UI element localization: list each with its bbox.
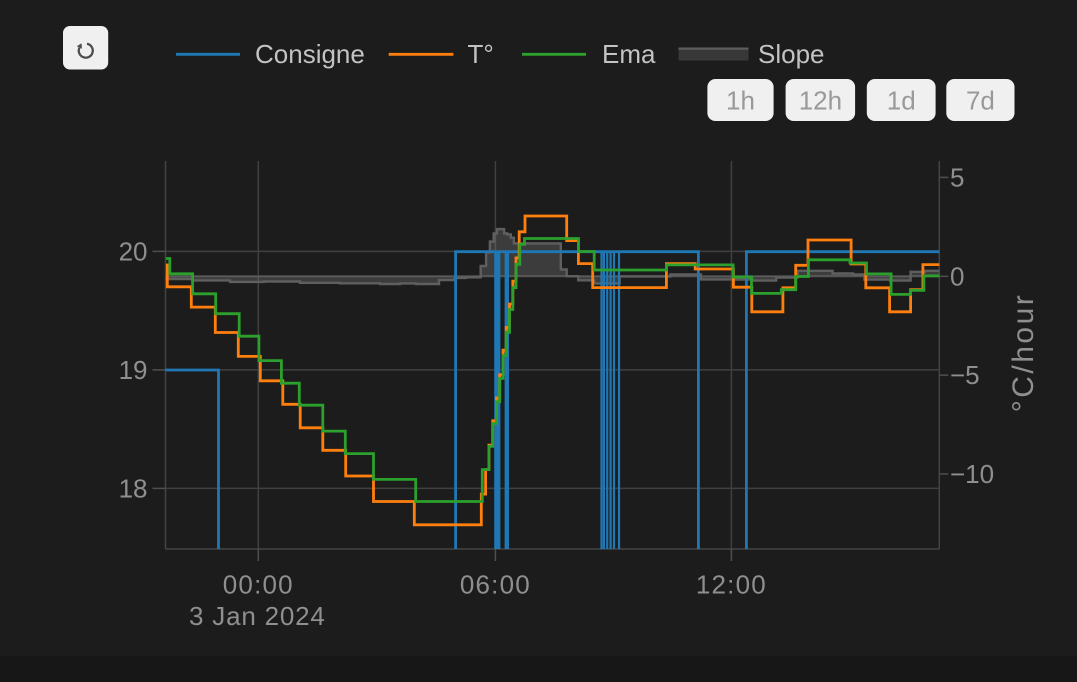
svg-text:3 Jan 2024: 3 Jan 2024 — [189, 601, 326, 631]
svg-text:−5: −5 — [950, 360, 980, 390]
svg-text:°C/hour: °C/hour — [1007, 293, 1040, 413]
svg-text:T°: T° — [468, 39, 494, 69]
svg-text:5: 5 — [950, 163, 964, 193]
svg-text:19: 19 — [119, 355, 148, 385]
svg-text:1h: 1h — [726, 86, 755, 116]
svg-text:Ema: Ema — [602, 39, 656, 69]
svg-text:7d: 7d — [966, 86, 995, 116]
svg-text:00:00: 00:00 — [223, 570, 294, 600]
svg-text:1d: 1d — [887, 86, 916, 116]
svg-text:06:00: 06:00 — [460, 570, 531, 600]
svg-text:Slope: Slope — [758, 39, 825, 69]
svg-text:20: 20 — [119, 237, 148, 267]
svg-text:0: 0 — [950, 261, 964, 291]
svg-text:Consigne: Consigne — [255, 39, 365, 69]
svg-text:12:00: 12:00 — [696, 570, 767, 600]
svg-text:18: 18 — [119, 474, 148, 504]
svg-text:12h: 12h — [799, 86, 842, 116]
svg-text:−10: −10 — [950, 459, 994, 489]
